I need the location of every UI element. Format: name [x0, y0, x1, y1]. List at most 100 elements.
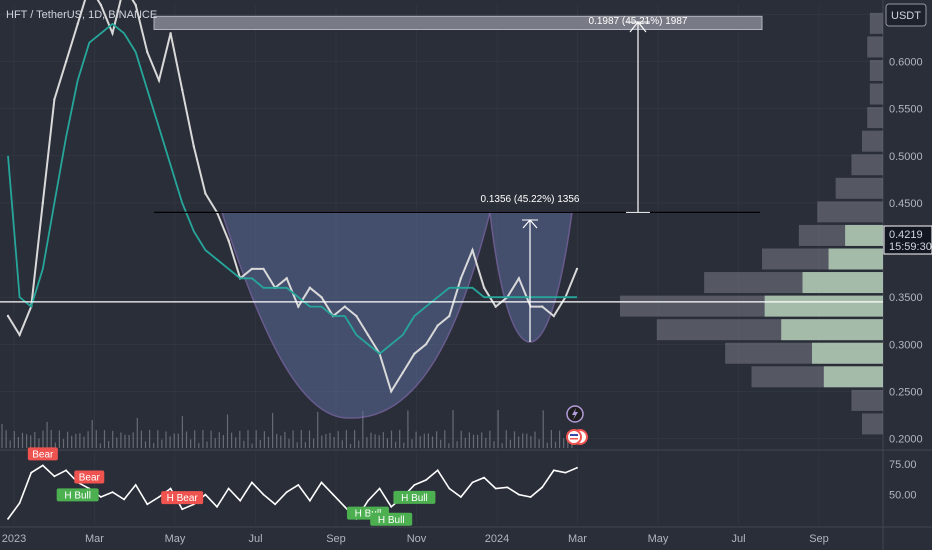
oscillator-point [239, 499, 242, 502]
price-point [146, 50, 149, 54]
last-price-label: 0.4219 15:59:30 [883, 225, 932, 255]
measurements: 0.1356 (45.22%) 1356 0.1987 (45.21%) 1987 [481, 16, 688, 342]
price-point [575, 267, 579, 271]
oscillator-point [494, 487, 497, 490]
overlay: HFT / TetherUS, 1D, BINANCE USDT 0.4219 … [6, 3, 932, 445]
price-point [18, 333, 21, 337]
time-tick-label: 2024 [485, 533, 509, 545]
price-point [53, 98, 56, 101]
alert-icon[interactable] [566, 405, 584, 423]
oscillator-point [413, 484, 416, 486]
price-point [134, 3, 137, 7]
oscillator-point [309, 499, 311, 502]
time-tick-label: Sep [326, 533, 346, 545]
oscillator-point [343, 505, 346, 508]
oscillator-point [41, 464, 44, 467]
price-point [482, 286, 486, 289]
volume-profile [620, 12, 883, 435]
volume-profile-up-bar [845, 224, 883, 246]
svg-text:USDT: USDT [891, 10, 921, 22]
volume-profile-up-bar [828, 248, 883, 270]
price-point [297, 305, 300, 308]
volume-profile-up-bar [781, 319, 883, 341]
price-point [169, 32, 172, 35]
price-point [436, 324, 439, 327]
currency-button[interactable]: USDT [885, 3, 927, 27]
svg-text:15:59:30: 15:59:30 [889, 241, 932, 253]
price-point [308, 286, 312, 289]
measure-label-1: 0.1356 (45.22%) 1356 [481, 194, 580, 205]
price-point [355, 314, 358, 318]
price-point [41, 201, 44, 205]
oscillator-tick-label: 50.00 [889, 490, 917, 502]
oscillator-point [7, 518, 9, 520]
price-point [181, 88, 184, 92]
time-tick-label: Sep [809, 533, 829, 545]
price-tick-label: 0.2500 [889, 386, 923, 398]
price-point [320, 296, 323, 299]
volume-profile-bar [867, 107, 883, 129]
price-series [6, 0, 579, 394]
price-point [401, 371, 404, 374]
oscillator-point [216, 505, 218, 508]
volume-profile-bar [851, 154, 883, 176]
time-tick-label: Nov [407, 533, 427, 545]
oscillator-point [390, 505, 393, 508]
price-tick-label: 0.3000 [889, 339, 923, 351]
oscillator-point [100, 496, 102, 498]
oscillator-point [332, 493, 334, 496]
volume-profile-bar [869, 59, 883, 81]
bear-divergence-text: Bear [79, 473, 101, 484]
price-point [250, 267, 254, 271]
oscillator-point [274, 503, 276, 506]
bull-divergence-label [370, 512, 413, 526]
oscillator-point [518, 493, 520, 496]
price-point [64, 60, 68, 63]
oscillator-point [564, 471, 567, 474]
oscillator-point [53, 475, 56, 478]
oscillator-point [460, 496, 462, 498]
time-tick-label: Jul [248, 533, 262, 545]
bull-divergence-label [393, 490, 436, 504]
price-point [111, 32, 114, 35]
price-tick-label: 0.5500 [889, 104, 923, 116]
oscillator-point [204, 493, 207, 496]
oscillator-point [367, 499, 369, 502]
volume-profile-bar [867, 36, 883, 58]
moving-average-line [7, 22, 577, 355]
price-point [517, 277, 521, 280]
oscillator-point [146, 503, 149, 506]
price-point [424, 343, 428, 346]
time-tick-label: Mar [568, 533, 587, 545]
time-axis: 2023 Mar May Jul Sep Nov 2024 Mar May Jul Sep [2, 533, 829, 545]
oscillator-point [134, 484, 137, 486]
volume-profile-up-bar [823, 366, 883, 388]
oscillator-point [18, 502, 21, 504]
oscillator-line [7, 464, 578, 521]
time-tick-label: 2023 [2, 533, 26, 545]
oscillator-point [123, 498, 125, 501]
target-box [153, 15, 763, 31]
price-point [157, 79, 161, 82]
oscillator-point [320, 481, 323, 484]
bull-divergence-text: H Bull [378, 515, 405, 526]
time-tick-label: Jul [731, 533, 745, 545]
oscillator-point [506, 486, 509, 489]
bear-divergence-text: H Bear [167, 493, 199, 504]
svg-text:0.4219: 0.4219 [889, 229, 923, 241]
oscillator-point [529, 496, 532, 498]
price-point [262, 267, 265, 271]
price-point [448, 314, 451, 318]
oscillator-point [436, 469, 439, 472]
chart-title: HFT / TetherUS, 1D, BINANCE [6, 9, 157, 21]
oscillator-point [448, 487, 451, 490]
volume-profile-bar [851, 389, 883, 411]
price-point [285, 277, 288, 280]
time-tick-label: May [165, 533, 186, 545]
price-point [459, 277, 463, 280]
flag-icon[interactable] [566, 429, 588, 445]
oscillator-point [425, 479, 427, 481]
oscillator-point [541, 486, 544, 489]
